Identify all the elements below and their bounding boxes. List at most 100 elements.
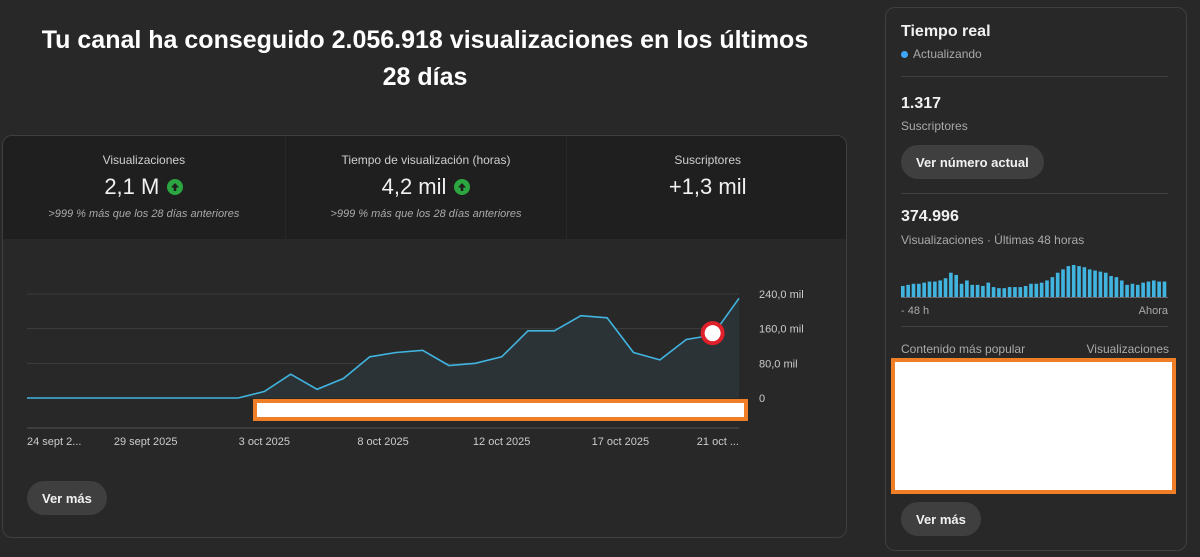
popular-content-header: Contenido más popular Visualizaciones	[901, 342, 1169, 356]
tab-views[interactable]: Visualizaciones 2,1 M >999 % más que los…	[3, 136, 285, 239]
subscribers-label: Suscriptores	[901, 119, 968, 133]
highlight-marker	[700, 321, 725, 346]
realtime-bar	[1109, 276, 1113, 297]
metric-label: Visualizaciones	[102, 153, 186, 167]
realtime-bar	[1066, 266, 1071, 297]
realtime-bar	[1146, 281, 1151, 297]
realtime-bar	[927, 281, 932, 297]
realtime-bar	[949, 272, 953, 297]
realtime-bar	[1045, 280, 1049, 297]
realtime-bar	[1162, 281, 1167, 297]
y-tick-label: 160,0 mil	[759, 324, 804, 336]
realtime-bar	[911, 283, 916, 297]
realtime-bar	[1151, 280, 1156, 297]
realtime-bar	[1023, 285, 1028, 297]
realtime-bar	[1157, 281, 1161, 297]
redacted-content-box	[891, 358, 1176, 494]
metric-value: 4,2 mil	[381, 174, 447, 199]
realtime-bar	[1103, 272, 1108, 297]
realtime-bar	[1093, 270, 1097, 297]
realtime-bar	[965, 280, 969, 297]
analytics-card: Visualizaciones 2,1 M >999 % más que los…	[2, 135, 847, 538]
realtime-bar	[1050, 277, 1055, 297]
popular-content-label: Contenido más popular	[901, 342, 1026, 356]
x-tick-label: 3 oct 2025	[239, 436, 290, 448]
area-fill	[27, 298, 739, 398]
metric-comparison: >999 % más que los 28 días anteriores	[48, 208, 240, 220]
bars-start-label: - 48 h	[901, 305, 930, 317]
realtime-bar	[954, 274, 959, 297]
realtime-bar	[970, 284, 975, 297]
see-more-button[interactable]: Ver más	[901, 502, 981, 536]
realtime-bar	[975, 284, 980, 297]
bars-end-label: Ahora	[1138, 305, 1168, 317]
y-tick-label: 80,0 mil	[759, 358, 798, 370]
views-chart: 0 80,0 mil 160,0 mil 240,0 mil 24 sept 2... 2…	[27, 289, 804, 448]
x-tick-label: 21 oct ...	[697, 436, 739, 448]
metric-label: Suscriptores	[674, 153, 742, 167]
see-more-button[interactable]: Ver más	[27, 481, 107, 515]
realtime-bar-chart	[901, 265, 1168, 298]
realtime-bar	[943, 278, 948, 297]
realtime-bar	[1061, 269, 1065, 297]
see-current-number-button[interactable]: Ver número actual	[901, 145, 1044, 179]
metric-value: 2,1 M	[104, 174, 160, 199]
realtime-bar	[997, 288, 1001, 297]
realtime-status: Actualizando	[901, 47, 982, 61]
subscribers-count: 1.317	[901, 95, 942, 112]
realtime-bar	[959, 283, 964, 297]
realtime-bar	[1055, 272, 1060, 297]
realtime-bar	[1125, 284, 1129, 297]
realtime-bar	[1087, 269, 1092, 297]
status-text: Actualizando	[913, 47, 982, 61]
realtime-bar	[1098, 271, 1103, 297]
realtime-bar	[1077, 266, 1081, 297]
tab-watch-time[interactable]: Tiempo de visualización (horas) 4,2 mil …	[284, 136, 567, 239]
realtime-bar	[917, 283, 921, 297]
realtime-title: Tiempo real	[901, 23, 991, 40]
realtime-bar	[981, 285, 985, 297]
arrow-up-icon	[167, 179, 184, 195]
realtime-bar	[1071, 265, 1076, 297]
realtime-bar	[1119, 280, 1124, 297]
realtime-bar	[1130, 283, 1135, 297]
realtime-bar	[906, 284, 910, 297]
realtime-bar	[1018, 287, 1023, 297]
realtime-bar	[991, 287, 996, 297]
realtime-bar	[1029, 283, 1033, 297]
realtime-bar	[901, 285, 905, 297]
realtime-bar	[1007, 287, 1012, 297]
metric-comparison: >999 % más que los 28 días anteriores	[330, 208, 522, 220]
divider	[901, 76, 1168, 77]
x-tick-label: 24 sept 2...	[27, 436, 81, 448]
realtime-bar	[1013, 287, 1017, 297]
x-tick-label: 12 oct 2025	[473, 436, 531, 448]
realtime-card: Tiempo real Actualizando 1.317 Suscripto…	[885, 7, 1187, 551]
x-tick-label: 17 oct 2025	[592, 436, 650, 448]
realtime-bar	[1114, 277, 1119, 297]
y-tick-label: 240,0 mil	[759, 289, 804, 301]
realtime-bar	[933, 281, 937, 297]
divider	[901, 193, 1168, 194]
realtime-bar	[1002, 288, 1007, 297]
metric-value: +1,3 mil	[668, 174, 747, 199]
realtime-bar	[1039, 282, 1044, 297]
realtime-bar	[986, 282, 991, 297]
realtime-views-count: 374.996	[901, 208, 959, 225]
realtime-bar	[1082, 267, 1087, 297]
live-dot-icon	[901, 50, 908, 58]
realtime-bar	[1034, 283, 1039, 297]
redacted-label-box	[253, 399, 748, 421]
x-tick-label: 29 sept 2025	[114, 436, 178, 448]
metric-label: Tiempo de visualización (horas)	[341, 153, 511, 167]
realtime-bar	[1141, 282, 1145, 297]
popular-metric-label: Visualizaciones	[1086, 342, 1170, 356]
tab-subscribers[interactable]: Suscriptores +1,3 mil	[566, 136, 846, 239]
page-title: Tu canal ha conseguido 2.056.918 visuali…	[41, 26, 809, 91]
divider	[901, 326, 1168, 327]
x-tick-label: 8 oct 2025	[357, 436, 408, 448]
series-line	[27, 297, 740, 399]
y-tick-label: 0	[759, 393, 765, 405]
realtime-bar	[1135, 284, 1140, 297]
metric-tabs: Visualizaciones 2,1 M >999 % más que los…	[3, 136, 846, 239]
